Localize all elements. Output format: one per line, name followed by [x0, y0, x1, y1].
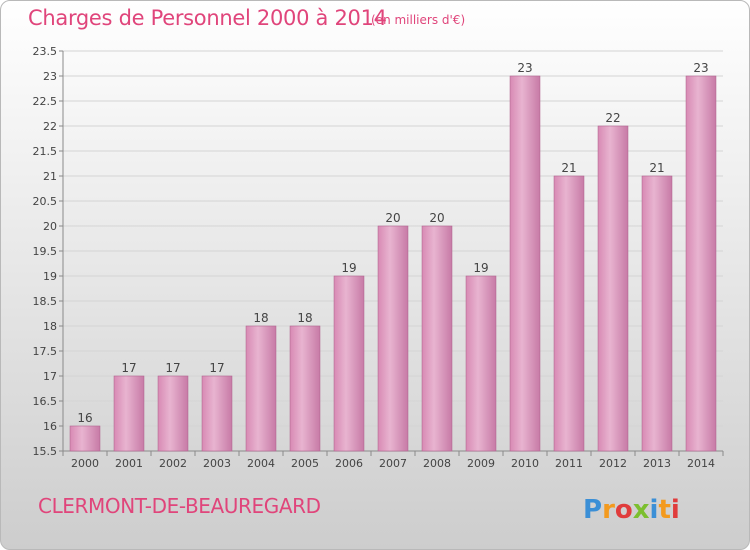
y-tick-label: 16.5 — [33, 395, 58, 408]
y-tick-label: 22.5 — [33, 95, 58, 108]
y-tick-label: 21 — [43, 170, 57, 183]
bar-2009 — [465, 275, 497, 452]
y-tick-label: 23 — [43, 70, 57, 83]
bar-2014 — [685, 75, 717, 452]
x-tick-label: 2007 — [379, 457, 407, 470]
y-tick-label: 19 — [43, 270, 57, 283]
y-tick-label: 20.5 — [33, 195, 58, 208]
bar-2003 — [201, 375, 233, 452]
data-label-2008: 20 — [429, 211, 444, 225]
y-tick-label: 16 — [43, 420, 57, 433]
chart-subtitle: (en milliers d'€) — [371, 13, 466, 27]
logo-letter: o — [615, 495, 633, 525]
y-tick-label: 17.5 — [33, 345, 58, 358]
data-label-2009: 19 — [473, 261, 488, 275]
logo-letter: r — [602, 495, 615, 525]
y-tick-labels: 15.5 16 16.5 17 17.5 18 18.5 19 19.5 20 20.5 21 21.5… — [33, 45, 58, 458]
x-tick-label: 2014 — [687, 457, 715, 470]
y-tick-label: 15.5 — [33, 445, 58, 458]
data-label-2012: 22 — [605, 111, 620, 125]
x-tick-label: 2013 — [643, 457, 671, 470]
data-label-2014: 23 — [693, 61, 708, 75]
y-tick-label: 17 — [43, 370, 57, 383]
data-label-2005: 18 — [297, 311, 312, 325]
x-tick-label: 2005 — [291, 457, 319, 470]
x-tick-label: 2008 — [423, 457, 451, 470]
data-label-2007: 20 — [385, 211, 400, 225]
logo-letter: x — [633, 495, 650, 525]
x-tick-label: 2004 — [247, 457, 275, 470]
proxiti-logo[interactable]: Proxiti — [581, 490, 701, 530]
bar-2006 — [333, 275, 365, 452]
x-tick-label: 2009 — [467, 457, 495, 470]
data-label-2006: 19 — [341, 261, 356, 275]
logo-letter: P — [583, 495, 602, 525]
bar-2002 — [157, 375, 189, 452]
data-label-2004: 18 — [253, 311, 268, 325]
bar-2001 — [113, 375, 145, 452]
x-tick-label: 2010 — [511, 457, 539, 470]
data-label-2013: 21 — [649, 161, 664, 175]
bar-2012 — [597, 125, 629, 452]
x-tick-label: 2001 — [115, 457, 143, 470]
bar-2004 — [245, 325, 277, 452]
chart-title: Charges de Personnel 2000 à 2014 — [28, 6, 387, 30]
data-label-2001: 17 — [121, 361, 136, 375]
data-label-2000: 16 — [77, 411, 92, 425]
y-tick-label: 22 — [43, 120, 57, 133]
bar-2005 — [289, 325, 321, 452]
bar-2013 — [641, 175, 673, 452]
x-tick-label: 2006 — [335, 457, 363, 470]
proxiti-logo-text: Proxiti — [583, 495, 680, 525]
y-tick-label: 20 — [43, 220, 57, 233]
bar-2011 — [553, 175, 585, 452]
x-tick-label: 2011 — [555, 457, 583, 470]
y-tick-label: 18 — [43, 320, 57, 333]
bar-2000 — [69, 425, 101, 452]
x-tick-label: 2002 — [159, 457, 187, 470]
y-tick-label: 18.5 — [33, 295, 58, 308]
logo-letter: i — [671, 495, 680, 525]
y-tick-label: 19.5 — [33, 245, 58, 258]
x-tick-label: 2012 — [599, 457, 627, 470]
logo-letter: t — [658, 495, 670, 525]
x-tick-label: 2003 — [203, 457, 231, 470]
data-label-2011: 21 — [561, 161, 576, 175]
data-label-2003: 17 — [209, 361, 224, 375]
bar-2007 — [377, 225, 409, 452]
data-label-2010: 23 — [517, 61, 532, 75]
x-tick-labels: 2000 2001 2002 2003 2004 2005 2006 2007 2008 2009… — [62, 451, 724, 470]
bar-2010 — [509, 75, 541, 452]
bars — [69, 75, 717, 452]
y-tick-label: 21.5 — [33, 145, 58, 158]
data-label-2002: 17 — [165, 361, 180, 375]
commune-name: CLERMONT-DE-BEAUREGARD — [38, 494, 321, 518]
bar-2008 — [421, 225, 453, 452]
x-tick-label: 2000 — [71, 457, 99, 470]
data-labels: 16 17 17 17 18 18 19 20 20 19 23 21 22 21 23 — [77, 61, 708, 425]
logo-letter: i — [650, 495, 659, 525]
y-tick-label: 23.5 — [33, 45, 58, 58]
